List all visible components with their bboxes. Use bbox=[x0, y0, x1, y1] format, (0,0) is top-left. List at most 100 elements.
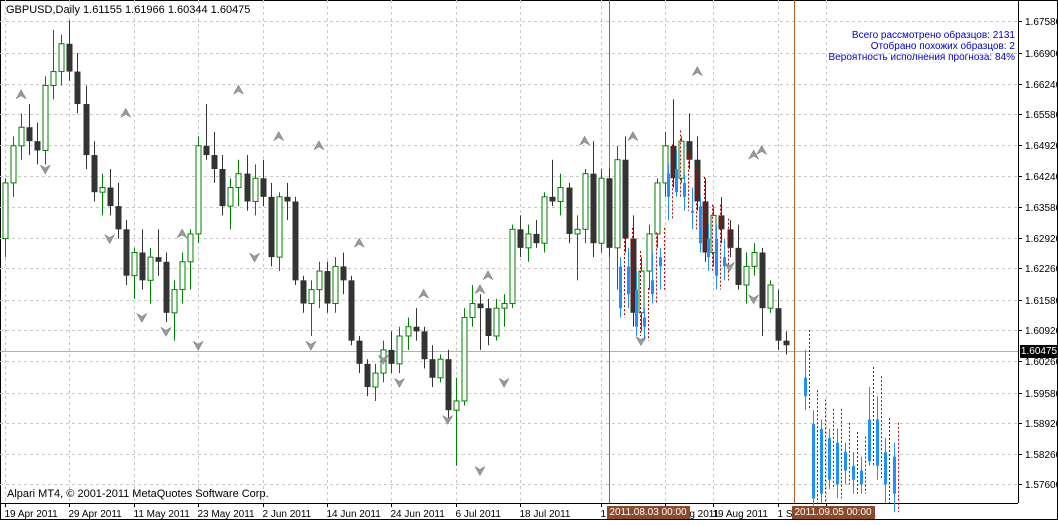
candle-body-bear bbox=[83, 104, 90, 156]
fractal-down-arrow bbox=[136, 312, 148, 323]
candle-body-bear bbox=[268, 196, 275, 258]
candle-body-bear bbox=[324, 271, 331, 304]
candle-body-bull bbox=[493, 307, 500, 337]
fractal-down-arrow bbox=[192, 340, 204, 351]
candle-body-bear bbox=[445, 359, 452, 411]
fractal-up-arrow bbox=[691, 66, 703, 77]
stats-line-samples-selected: Отобрано похожих образцов: 2 bbox=[870, 41, 1015, 52]
price-tick-label: 1.57600 bbox=[1025, 480, 1058, 491]
date-tick-label: 14 Jun 2011 bbox=[327, 509, 382, 520]
price-tick-label: 1.64920 bbox=[1025, 141, 1058, 152]
fractal-up-arrow bbox=[747, 149, 760, 160]
candle-body-bull bbox=[405, 326, 412, 337]
candle-body-bull bbox=[453, 400, 460, 411]
forecast-candle-body bbox=[836, 442, 839, 485]
fractal-down-arrow bbox=[442, 414, 454, 426]
candle-body-bull bbox=[525, 233, 532, 249]
current-price-label: 1.60475 bbox=[1020, 344, 1058, 358]
candle-body-bear bbox=[139, 252, 146, 281]
fractal-down-arrow bbox=[393, 377, 406, 388]
candle-body-bull bbox=[10, 145, 17, 184]
fractal-up-arrow bbox=[482, 270, 494, 281]
candle-body-bull bbox=[195, 145, 202, 235]
price-tick-label: 1.62920 bbox=[1025, 234, 1058, 245]
forecast-candle-body bbox=[812, 424, 815, 499]
fractal-up-arrow bbox=[353, 237, 365, 248]
forecast-stats: Всего рассмотрено образцов: 2131 Отобран… bbox=[829, 30, 1015, 63]
price-tick-label: 1.58260 bbox=[1025, 450, 1058, 461]
candle-body-bear bbox=[348, 280, 355, 341]
price-tick-label: 1.66240 bbox=[1025, 80, 1058, 91]
forecast-candle-body bbox=[651, 280, 654, 295]
forecast-candle-body bbox=[675, 169, 678, 193]
candle-body-bull bbox=[638, 270, 645, 314]
candle-body-bull bbox=[501, 303, 508, 309]
price-tick-label: 1.60260 bbox=[1025, 357, 1058, 368]
candle-body-bull bbox=[227, 187, 234, 207]
candle-body-bull bbox=[50, 71, 57, 87]
forecast-candle-body bbox=[844, 451, 847, 471]
candle-body-bull bbox=[99, 187, 106, 193]
date-tick-label: 29 Apr 2011 bbox=[69, 509, 123, 520]
price-tick-label: 1.61580 bbox=[1025, 296, 1058, 307]
candle-body-bear bbox=[388, 349, 395, 364]
candle-body-bear bbox=[775, 308, 782, 341]
candle-body-bear bbox=[517, 229, 524, 248]
forecast-candle-body bbox=[884, 451, 887, 485]
copyright-text: Alpari MT4, © 2001-2011 MetaQuotes Softw… bbox=[7, 488, 269, 500]
forecast-candle-body bbox=[828, 438, 831, 480]
forecast-candle-body bbox=[627, 266, 630, 295]
candle-body-bull bbox=[332, 265, 339, 305]
candle-body-bear bbox=[219, 169, 226, 207]
candle-body-bear bbox=[670, 145, 677, 179]
candle-body-bear bbox=[66, 43, 73, 72]
candle-body-bear bbox=[783, 340, 790, 346]
candle-body-bear bbox=[421, 331, 428, 360]
price-tick-label: 1.59580 bbox=[1025, 389, 1058, 400]
candle-body-bear bbox=[364, 363, 371, 388]
candle-body-bull bbox=[437, 358, 444, 379]
price-tick-label: 1.66900 bbox=[1025, 49, 1058, 60]
symbol-title: GBPUSD,Daily 1.61155 1.61966 1.60344 1.6… bbox=[6, 4, 251, 16]
candle-body-bear bbox=[630, 238, 637, 313]
candle-body-bull bbox=[396, 335, 403, 365]
fractal-down-arrow bbox=[160, 326, 172, 337]
candle-body-bear bbox=[694, 159, 701, 202]
date-marker-label-2: 2011.09.05 00:00 bbox=[791, 506, 875, 519]
candle-body-bull bbox=[654, 182, 661, 235]
candle-body-bull bbox=[767, 284, 774, 309]
candle-body-bull bbox=[598, 177, 605, 244]
forecast-candle-body bbox=[876, 419, 879, 466]
forecast-candle-body bbox=[667, 173, 670, 197]
forecast-candle-body bbox=[852, 465, 855, 480]
date-tick-label: 6 Jul 2011 bbox=[456, 509, 502, 520]
candle-body-bear bbox=[485, 308, 492, 336]
date-tick-label: 11 May 2011 bbox=[134, 509, 191, 520]
forecast-candle-body bbox=[635, 289, 638, 327]
candle-body-bull bbox=[557, 187, 564, 202]
forecast-candle-body bbox=[619, 266, 622, 309]
candle-body-bear bbox=[91, 155, 98, 193]
candle-body-bear bbox=[566, 187, 573, 234]
candle-body-bear bbox=[622, 159, 629, 239]
fractal-up-arrow bbox=[273, 131, 285, 142]
candle-body-bull bbox=[42, 85, 49, 151]
candle-body-bull bbox=[678, 140, 685, 179]
fractal-down-arrow bbox=[377, 354, 390, 365]
fractal-up-arrow bbox=[417, 288, 430, 299]
candle-body-bull bbox=[58, 43, 65, 73]
candle-body-bull bbox=[646, 233, 653, 272]
candle-body-bear bbox=[211, 155, 218, 169]
candle-body-bull bbox=[308, 289, 315, 305]
candle-body-bull bbox=[2, 182, 9, 240]
date-tick-label: 18 Jul 2011 bbox=[520, 509, 571, 520]
candle-body-bear bbox=[300, 280, 307, 304]
candle-body-bull bbox=[751, 252, 758, 267]
candle-body-bear bbox=[727, 229, 734, 248]
candle-body-bull bbox=[582, 173, 589, 230]
fractal-down-arrow bbox=[635, 335, 647, 347]
price-tick-label: 1.60920 bbox=[1025, 326, 1058, 337]
candle-body-bull bbox=[469, 303, 476, 318]
